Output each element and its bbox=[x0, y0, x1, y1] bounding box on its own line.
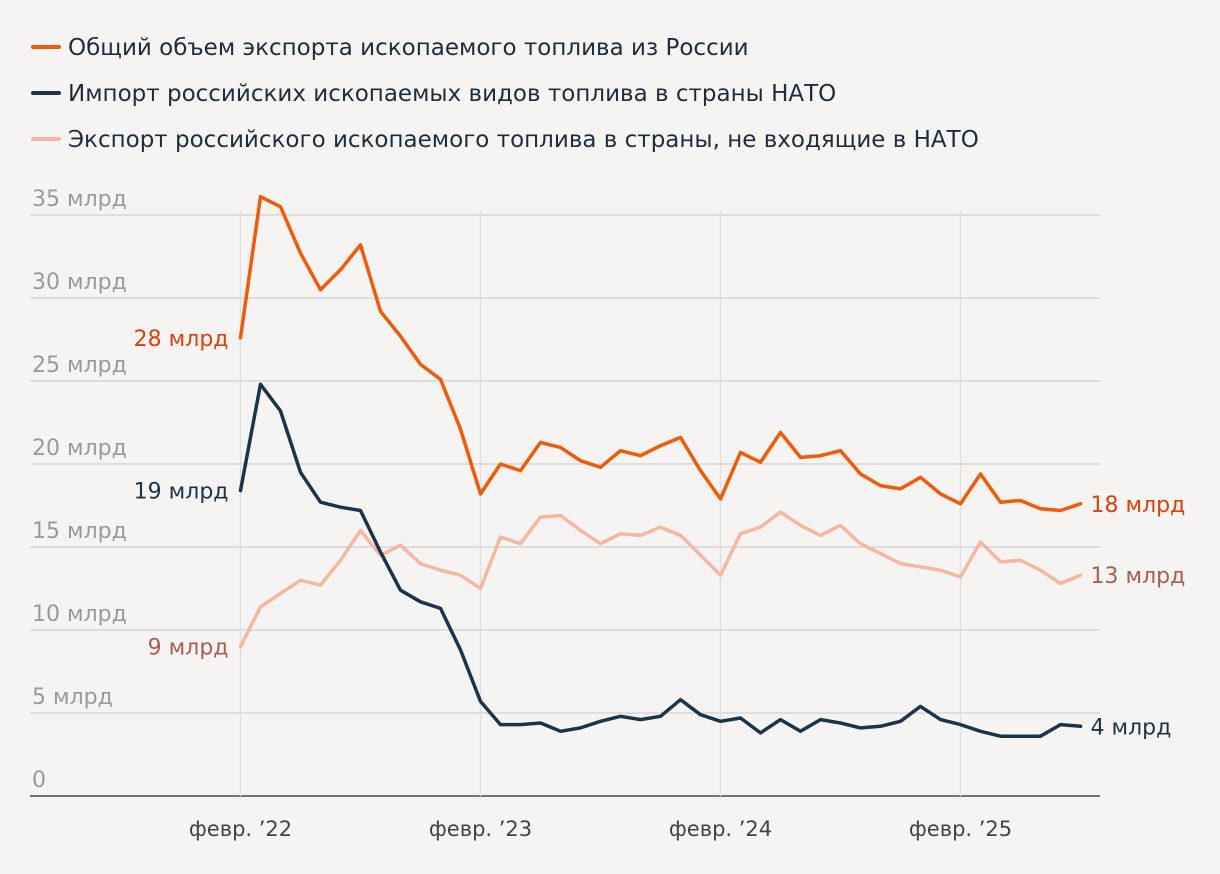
series-start-label-2: 9 млрд bbox=[148, 636, 229, 661]
series-line-1 bbox=[238, 382, 1083, 738]
x-tick-label: февр. ’25 bbox=[909, 817, 1012, 841]
y-tick-label: 10 млрд bbox=[32, 602, 127, 627]
y-tick-label: 0 bbox=[32, 768, 46, 793]
series-end-labels: 28 млрд 18 млрд 19 млрд 4 млрд 9 млрд 13 млрд bbox=[134, 327, 1186, 740]
legend-item-nato-imports: Импорт российских ископаемых видов топли… bbox=[31, 81, 836, 107]
y-tick-label: 5 млрд bbox=[32, 685, 113, 710]
series-line-2 bbox=[238, 510, 1083, 649]
legend-item-total-exports: Общий объем экспорта ископаемого топлива… bbox=[31, 35, 749, 61]
y-axis-ticks: 0 5 млрд 10 млрд 15 млрд 20 млрд 25 млрд 30 мл… bbox=[32, 187, 127, 793]
x-tick-label: февр. ’22 bbox=[189, 817, 292, 841]
y-tick-label: 25 млрд bbox=[32, 353, 127, 378]
x-tick-label: февр. ’23 bbox=[429, 817, 532, 841]
legend: Общий объем экспорта ископаемого топлива… bbox=[31, 35, 979, 153]
series-lines bbox=[238, 194, 1083, 738]
y-tick-label: 20 млрд bbox=[32, 436, 127, 461]
y-tick-label: 15 млрд bbox=[32, 519, 127, 544]
series-start-label-1: 19 млрд bbox=[134, 480, 229, 505]
y-tick-label: 35 млрд bbox=[32, 187, 127, 212]
legend-label-non-nato-exports: Экспорт российского ископаемого топлива … bbox=[68, 127, 979, 153]
series-start-label-0: 28 млрд bbox=[134, 327, 229, 352]
series-end-label-0: 18 млрд bbox=[1091, 493, 1186, 518]
legend-label-total-exports: Общий объем экспорта ископаемого топлива… bbox=[68, 35, 749, 61]
series-end-label-1: 4 млрд bbox=[1091, 715, 1172, 740]
legend-label-nato-imports: Импорт российских ископаемых видов топли… bbox=[68, 81, 836, 107]
series-end-label-2: 13 млрд bbox=[1091, 564, 1186, 589]
series-line-0 bbox=[238, 194, 1083, 513]
legend-item-non-nato-exports: Экспорт российского ископаемого топлива … bbox=[31, 127, 979, 153]
x-tick-label: февр. ’24 bbox=[669, 817, 772, 841]
y-tick-label: 30 млрд bbox=[32, 270, 127, 295]
x-axis-ticks: февр. ’22 февр. ’23 февр. ’24 февр. ’25 bbox=[189, 817, 1012, 841]
